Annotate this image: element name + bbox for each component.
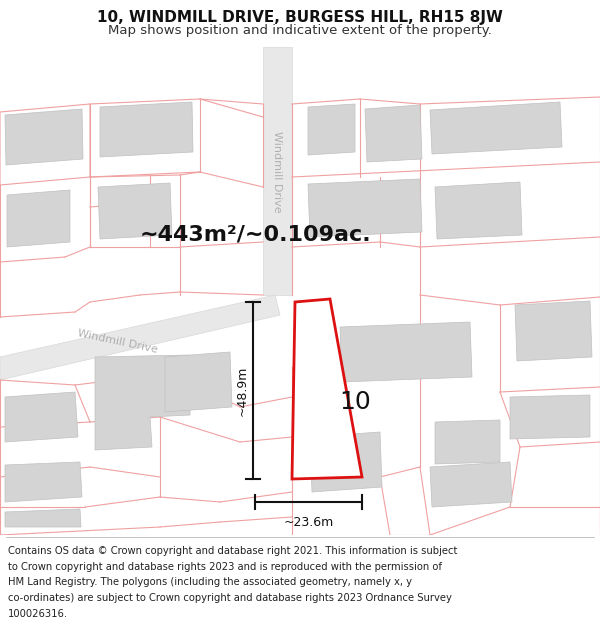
Text: Map shows position and indicative extent of the property.: Map shows position and indicative extent… <box>108 24 492 37</box>
Polygon shape <box>100 102 193 157</box>
Polygon shape <box>0 295 280 380</box>
Text: ~23.6m: ~23.6m <box>283 516 334 529</box>
Text: 10: 10 <box>339 390 371 414</box>
Text: 10, WINDMILL DRIVE, BURGESS HILL, RH15 8JW: 10, WINDMILL DRIVE, BURGESS HILL, RH15 8… <box>97 11 503 26</box>
Polygon shape <box>310 432 382 492</box>
Polygon shape <box>292 299 362 479</box>
Text: to Crown copyright and database rights 2023 and is reproduced with the permissio: to Crown copyright and database rights 2… <box>8 561 442 571</box>
Polygon shape <box>5 462 82 502</box>
Text: 100026316.: 100026316. <box>8 609 68 619</box>
Polygon shape <box>95 355 190 450</box>
Text: Windmill Drive: Windmill Drive <box>77 329 159 356</box>
Text: HM Land Registry. The polygons (including the associated geometry, namely x, y: HM Land Registry. The polygons (includin… <box>8 578 412 587</box>
Polygon shape <box>430 102 562 154</box>
Polygon shape <box>365 105 422 162</box>
Polygon shape <box>7 190 70 247</box>
Polygon shape <box>435 420 500 464</box>
Polygon shape <box>165 352 232 412</box>
Polygon shape <box>308 179 422 237</box>
Polygon shape <box>435 182 522 239</box>
Polygon shape <box>308 104 355 155</box>
Polygon shape <box>5 109 83 165</box>
Text: co-ordinates) are subject to Crown copyright and database rights 2023 Ordnance S: co-ordinates) are subject to Crown copyr… <box>8 593 452 603</box>
Text: Contains OS data © Crown copyright and database right 2021. This information is : Contains OS data © Crown copyright and d… <box>8 546 457 556</box>
Text: ~443m²/~0.109ac.: ~443m²/~0.109ac. <box>140 225 371 245</box>
Polygon shape <box>98 183 172 239</box>
Polygon shape <box>263 47 292 295</box>
Polygon shape <box>515 301 592 361</box>
Text: Windmill Drive: Windmill Drive <box>272 131 282 212</box>
Polygon shape <box>430 462 512 507</box>
Polygon shape <box>5 509 81 527</box>
Polygon shape <box>340 322 472 382</box>
Polygon shape <box>510 395 590 439</box>
Text: ~48.9m: ~48.9m <box>236 365 249 416</box>
Polygon shape <box>5 392 78 442</box>
